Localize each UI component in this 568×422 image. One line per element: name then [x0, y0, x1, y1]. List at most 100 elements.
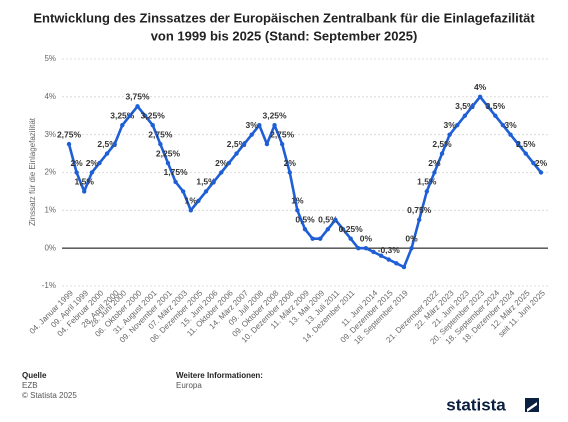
value-label: 2,75% [270, 129, 295, 139]
point [302, 227, 308, 232]
value-label: 2,5% [97, 139, 117, 149]
point [340, 227, 346, 232]
y-tick-label: 1% [44, 205, 56, 214]
value-label: 1,5% [417, 177, 437, 187]
point [165, 160, 171, 166]
point [394, 261, 399, 266]
value-label: 3,5% [455, 101, 475, 111]
value-label: 2% [86, 158, 99, 168]
value-label: 0% [360, 233, 373, 243]
point [493, 113, 498, 118]
point [424, 189, 430, 194]
point [477, 94, 483, 100]
value-label: 1,5% [75, 177, 95, 187]
point [89, 170, 95, 175]
value-label: 3% [246, 120, 259, 130]
info: Europa [176, 381, 202, 390]
point [515, 141, 521, 147]
y-tick-label: 5% [44, 54, 56, 63]
point [363, 245, 369, 251]
point [104, 151, 110, 156]
value-label: 1% [185, 196, 198, 206]
point [447, 132, 452, 137]
value-label: 2,75% [57, 129, 82, 139]
point [150, 123, 155, 128]
value-label: 2% [70, 158, 83, 168]
chart-subtitle: von 1999 bis 2025 (Stand: September 2025… [151, 28, 418, 43]
point [386, 257, 391, 262]
y-axis-title: Zinssatz für die Einlagefazilität [28, 117, 37, 226]
point [508, 132, 513, 137]
point [333, 217, 338, 222]
value-label: 3,5% [486, 101, 506, 111]
value-label: 0,5% [295, 215, 315, 225]
point [74, 170, 79, 175]
value-label: 0,75% [407, 205, 432, 215]
value-label: 3,25% [141, 110, 166, 120]
value-label: 3,25% [262, 110, 287, 120]
value-label: 2% [535, 158, 548, 168]
point [318, 236, 323, 241]
point [348, 236, 353, 241]
info-heading: Weitere Informationen: [176, 371, 263, 380]
point [470, 104, 475, 109]
value-label: 1,5% [196, 177, 216, 187]
point [135, 104, 140, 109]
point [523, 151, 528, 156]
point [287, 170, 292, 175]
point [241, 141, 247, 147]
value-label: 2,25% [156, 148, 181, 158]
point [120, 123, 125, 128]
value-label: 3% [443, 120, 456, 130]
value-label: 2% [284, 158, 297, 168]
point [409, 245, 414, 251]
point [257, 123, 262, 128]
point [439, 151, 445, 156]
point [378, 253, 384, 258]
point [356, 245, 361, 251]
value-label: 0,25% [339, 224, 364, 234]
point [264, 141, 270, 147]
value-label: 2% [215, 158, 228, 168]
point [203, 189, 209, 194]
y-tick-label: 3% [44, 130, 56, 139]
logo: statista [446, 395, 506, 414]
value-label: 3,75% [125, 92, 150, 102]
y-tick-label: -1% [42, 281, 56, 290]
point [538, 170, 544, 175]
point [234, 151, 239, 156]
y-tick-label: 2% [44, 168, 56, 177]
value-label: 2,5% [227, 139, 247, 149]
point [142, 113, 148, 118]
point [295, 208, 300, 213]
point [249, 132, 254, 137]
point [112, 141, 117, 147]
point [416, 217, 422, 222]
value-label: 3% [504, 120, 517, 130]
point [211, 179, 216, 185]
copyright: © Statista 2025 [22, 391, 77, 400]
value-label: 2,5% [516, 139, 536, 149]
value-label: -0,3% [378, 245, 401, 255]
point [310, 236, 315, 241]
logo-icon-mark [527, 402, 537, 412]
value-label: 0% [405, 233, 418, 243]
value-label: 1% [291, 196, 304, 206]
point [173, 179, 178, 185]
point [180, 189, 186, 194]
point [485, 104, 490, 109]
point [500, 123, 506, 128]
value-label: 2,5% [432, 139, 452, 149]
point [371, 249, 376, 255]
point [219, 170, 224, 175]
value-label: 1,75% [164, 167, 189, 177]
point [127, 113, 133, 118]
point [66, 141, 72, 147]
value-label: 2% [428, 158, 441, 168]
y-tick-label: 4% [44, 92, 56, 101]
point [455, 123, 460, 128]
value-label: 4% [474, 82, 487, 92]
point [82, 189, 87, 194]
